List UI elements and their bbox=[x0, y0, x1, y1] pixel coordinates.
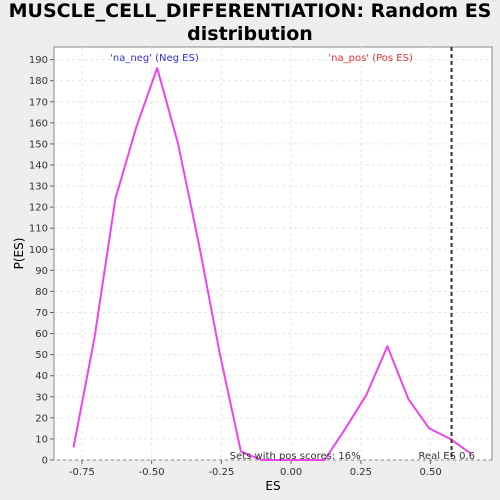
x-tick-label: -0.50 bbox=[139, 467, 165, 478]
y-tick-label: 10 bbox=[35, 434, 48, 445]
y-tick-label: 110 bbox=[29, 224, 48, 235]
y-tick-label: 50 bbox=[35, 350, 48, 361]
chart-title-line-1: MUSCLE_CELL_DIFFERENTIATION: Random ES bbox=[8, 0, 492, 22]
x-tick-label: 0.25 bbox=[350, 467, 372, 478]
y-tick-label: 100 bbox=[29, 245, 48, 256]
y-tick-label: 20 bbox=[35, 413, 48, 424]
grid-lines bbox=[54, 47, 492, 461]
chart-title-line-2: distribution bbox=[187, 23, 313, 45]
y-axis-label: P(ES) bbox=[12, 238, 26, 270]
real-es-label: Real ES 0.6 bbox=[419, 451, 475, 462]
y-tick-label: 160 bbox=[29, 118, 48, 129]
plot-area bbox=[53, 46, 493, 461]
pos-es-label: 'na_pos' (Pos ES) bbox=[328, 53, 413, 64]
y-tick-label: 30 bbox=[35, 392, 48, 403]
y-tick-label: 0 bbox=[42, 456, 48, 467]
series-group bbox=[72, 67, 472, 461]
y-tick-label: 190 bbox=[29, 55, 48, 66]
y-tick-label: 130 bbox=[29, 182, 48, 193]
y-tick-label: 140 bbox=[29, 161, 48, 172]
x-tick-label: -0.75 bbox=[69, 467, 95, 478]
x-tick-label: 0.50 bbox=[419, 467, 441, 478]
y-tick-label: 70 bbox=[35, 308, 48, 319]
x-tick-label: -0.25 bbox=[208, 467, 234, 478]
series-line bbox=[72, 67, 472, 461]
pos-scores-annotation: Sets with pos scores: 16% bbox=[230, 451, 361, 462]
y-tick-label: 60 bbox=[35, 329, 48, 340]
x-axis: -0.75 -0.50 -0.25 0.00 0.25 0.50 bbox=[69, 460, 442, 478]
x-tick-label: 0.00 bbox=[280, 467, 302, 478]
y-tick-label: 120 bbox=[29, 203, 48, 214]
y-tick-label: 40 bbox=[35, 371, 48, 382]
x-axis-label: ES bbox=[265, 479, 280, 493]
y-tick-label: 180 bbox=[29, 76, 48, 87]
chart-title: MUSCLE_CELL_DIFFERENTIATION: Random ES d… bbox=[0, 0, 500, 46]
y-tick-label: 150 bbox=[29, 139, 48, 150]
y-tick-label: 170 bbox=[29, 97, 48, 108]
y-tick-label: 80 bbox=[35, 287, 48, 298]
neg-es-label: 'na_neg' (Neg ES) bbox=[110, 53, 199, 64]
y-tick-label: 90 bbox=[35, 266, 48, 277]
y-axis: 0 10 20 30 40 50 60 70 80 90 100 110 120 130 140 150 160… bbox=[29, 55, 54, 467]
